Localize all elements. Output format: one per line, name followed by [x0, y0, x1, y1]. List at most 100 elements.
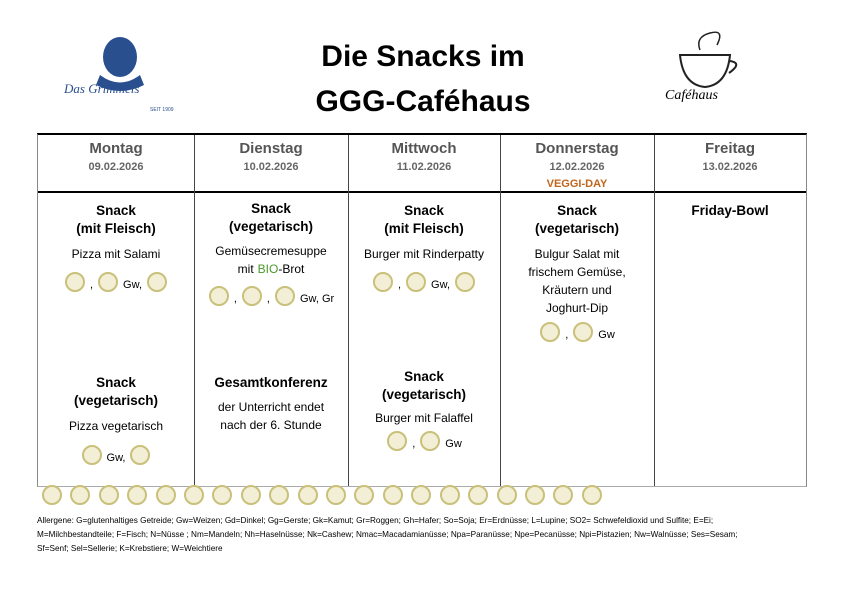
snack-title: Snack	[96, 203, 136, 218]
snack-description: Kräutern und	[542, 283, 612, 297]
allergen-row: , Gw	[500, 322, 654, 342]
snack-description: nach der 6. Stunde	[220, 418, 322, 432]
legend-line: M=Milchbestandteile; F=Fisch; N=Nüsse ; …	[37, 530, 738, 539]
day-date: 12.02.2026	[549, 161, 605, 173]
allergen-icon	[439, 485, 460, 505]
logo-text: Caféhaus	[665, 88, 718, 103]
allergen-code: ,	[266, 293, 270, 305]
snack-title: (mit Fleisch)	[384, 221, 464, 236]
allergen-icon	[406, 272, 427, 292]
allergen-code: Gw	[598, 329, 615, 341]
allergen-icon	[240, 485, 261, 505]
column-divider	[500, 135, 501, 486]
allergen-icon	[130, 445, 151, 465]
title: GGG-Caféhaus	[315, 85, 531, 118]
legend-line: Allergene: G=glutenhaltiges Getreide; Gw…	[37, 516, 714, 525]
allergen-icon	[184, 485, 205, 505]
allergen-code: ,	[397, 279, 402, 291]
allergen-icon	[147, 272, 167, 292]
snack-description: Joghurt-Dip	[545, 301, 609, 315]
allergen-row: , Gw,	[38, 272, 194, 292]
snack-description: Gemüsecremesuppe	[215, 244, 327, 258]
snack-description: Burger mit Rinderpatty	[363, 247, 485, 261]
allergen-code: Gw,	[123, 279, 142, 291]
allergen-icon	[326, 485, 347, 505]
day-date: 09.02.2026	[88, 161, 144, 173]
allergen-icon	[98, 485, 119, 505]
allergen-code: Gw,	[431, 279, 450, 291]
day-name: Montag	[89, 140, 143, 157]
allergen-icon	[81, 445, 102, 465]
snack-title: Snack	[251, 201, 291, 216]
day-date: 10.02.2026	[243, 161, 299, 173]
snack-title: Snack	[404, 369, 444, 384]
allergen-code: ,	[565, 329, 569, 341]
allergen-icon	[496, 485, 517, 505]
allergen-icon	[573, 322, 594, 342]
allergen-row: Gw,	[38, 445, 194, 465]
snack-description: Burger mit Falaffel	[375, 411, 473, 425]
day-note: VEGGI-DAY	[546, 178, 608, 190]
allergen-code: Gw	[445, 438, 462, 450]
column-divider	[194, 135, 195, 486]
logo-tagline: SEIT 1909	[150, 107, 174, 113]
allergen-icon	[581, 485, 602, 505]
description-text: -Brot	[278, 262, 305, 276]
allergen-icon	[411, 485, 432, 505]
legend-line: Sf=Senf; Sel=Sellerie; K=Krebstiere; W=W…	[37, 544, 223, 553]
allergen-icon	[98, 272, 119, 292]
allergen-icon	[70, 485, 91, 505]
snack-description: Pizza vegetarisch	[68, 419, 164, 433]
day-name: Dienstag	[239, 140, 303, 157]
allergen-icon	[297, 485, 318, 505]
snack-title: Friday-Bowl	[691, 203, 769, 218]
snack-title: (mit Fleisch)	[76, 221, 156, 236]
allergen-icon	[387, 431, 408, 451]
day-name: Freitag	[704, 140, 755, 157]
column-divider	[654, 135, 655, 486]
snack-description: Pizza mit Salami	[71, 247, 161, 261]
allergen-icon	[42, 485, 62, 505]
logo-left: Das Grimmels SEIT 1909	[63, 37, 174, 113]
allergen-icon	[241, 286, 262, 306]
menu-table: Montag 09.02.2026 Snack (mit Fleisch) Pizza …	[37, 133, 807, 487]
header-divider	[38, 191, 806, 193]
snack-title: Gesamtkonferenz	[214, 375, 328, 390]
snack-title: Snack	[96, 375, 136, 390]
allergen-code: ,	[412, 438, 416, 450]
logo-text: Das Grimmels	[63, 81, 139, 96]
allergen-icon	[540, 322, 561, 342]
allergen-code: Gw,	[106, 452, 126, 464]
allergen-icon	[64, 272, 85, 292]
allergen-icon	[354, 485, 375, 505]
day-date: 13.02.2026	[702, 161, 758, 173]
snack-title: (vegetarisch)	[228, 219, 314, 234]
allergen-code: Gw, Gr	[299, 293, 335, 305]
snack-title: (vegetarisch)	[73, 393, 159, 408]
allergen-icon	[212, 485, 233, 505]
snack-description: Bulgur Salat mit	[534, 247, 620, 261]
allergen-icon	[455, 272, 475, 292]
allergen-icon	[553, 485, 574, 505]
allergen-icon	[420, 431, 441, 451]
snack-description: frischem Gemüse,	[528, 265, 626, 279]
allergen-row: , Gw	[348, 431, 500, 451]
allergen-icon	[524, 485, 545, 505]
allergen-icon	[274, 286, 295, 306]
allergen-code: ,	[89, 279, 94, 291]
allergen-row: ,, Gw, Gr	[194, 286, 348, 306]
allergen-row: , Gw,	[348, 272, 500, 292]
allergen-icon	[468, 485, 489, 505]
column-divider	[348, 135, 349, 486]
logo-right: Caféhaus	[665, 31, 738, 103]
description-text: mit	[237, 262, 254, 276]
allergen-icon	[382, 485, 403, 505]
allergen-icon	[208, 286, 229, 306]
snack-title: (vegetarisch)	[534, 221, 620, 236]
allergen-code: ,	[233, 293, 237, 305]
day-name: Donnerstag	[535, 140, 619, 157]
allergen-icon	[372, 272, 393, 292]
bio-label: BIO	[257, 262, 279, 276]
day-date: 11.02.2026	[396, 161, 452, 173]
